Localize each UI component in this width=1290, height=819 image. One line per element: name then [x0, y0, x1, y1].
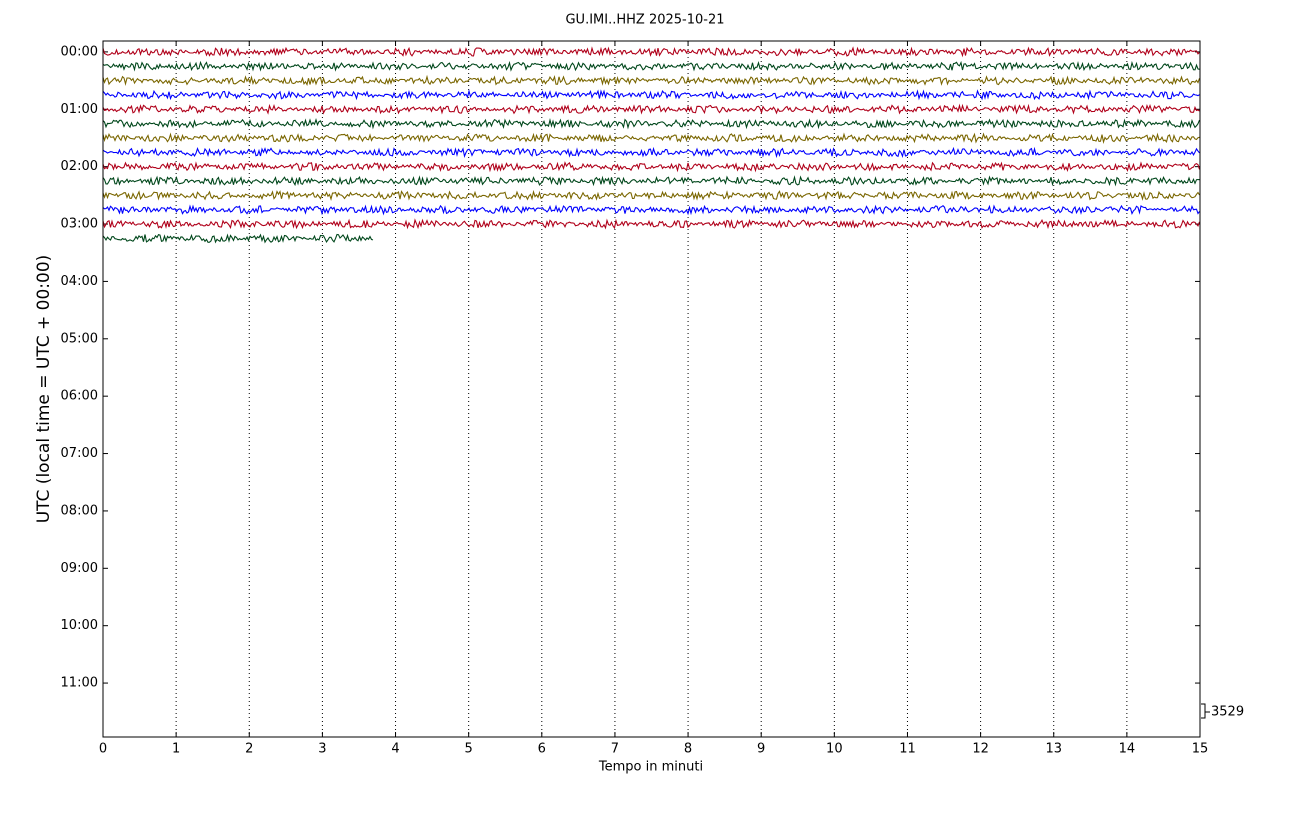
y-tick-label: 08:00: [61, 503, 98, 518]
x-tick-label: 1: [172, 742, 180, 757]
x-tick-label: 13: [1045, 742, 1062, 757]
x-tick-label: 3: [318, 742, 326, 757]
y-tick-label: 06:00: [61, 389, 98, 404]
x-tick-label: 2: [245, 742, 253, 757]
trace: [102, 117, 1201, 130]
y-tick-label: 10:00: [61, 618, 98, 633]
trace: [102, 233, 374, 244]
trace: [102, 146, 1200, 159]
x-tick-label: 15: [1192, 742, 1209, 757]
y-tick-label: 03:00: [61, 217, 98, 232]
scale-label: 3529: [1211, 705, 1244, 720]
y-axis-label: UTC (local time = UTC + 00:00): [34, 255, 54, 524]
y-tick-label: 07:00: [61, 446, 98, 461]
y-tick-label: 05:00: [61, 331, 98, 346]
trace: [102, 89, 1200, 101]
trace: [102, 161, 1201, 173]
scale-bracket: [1201, 703, 1210, 719]
y-tick-label: 11:00: [61, 676, 98, 691]
y-tick-label: 01:00: [61, 102, 98, 117]
x-tick-label: 14: [1119, 742, 1136, 757]
trace: [102, 46, 1200, 58]
trace: [102, 218, 1201, 230]
x-tick-label: 5: [465, 742, 473, 757]
trace: [102, 74, 1201, 87]
x-tick-label: 0: [99, 742, 107, 757]
trace: [102, 103, 1200, 115]
x-tick-label: 10: [826, 742, 843, 757]
x-tick-label: 7: [611, 742, 619, 757]
y-tick-label: 02:00: [61, 159, 98, 174]
trace: [102, 132, 1200, 144]
y-tick-label: 09:00: [61, 561, 98, 576]
y-tick-label: 04:00: [61, 274, 98, 289]
trace: [102, 204, 1200, 216]
chart-title: GU.IMI..HHZ 2025-10-21: [565, 13, 724, 28]
x-tick-label: 8: [684, 742, 692, 757]
y-tick-label: 00:00: [61, 44, 98, 59]
trace: [102, 189, 1200, 201]
x-tick-label: 4: [391, 742, 399, 757]
trace: [102, 175, 1200, 187]
x-tick-label: 12: [972, 742, 989, 757]
x-tick-label: 6: [538, 742, 546, 757]
plot-frame: [102, 40, 1201, 738]
x-axis-label: Tempo in minuti: [598, 760, 703, 775]
x-tick-label: 11: [899, 742, 916, 757]
x-tick-label: 9: [757, 742, 765, 757]
trace: [102, 60, 1200, 72]
